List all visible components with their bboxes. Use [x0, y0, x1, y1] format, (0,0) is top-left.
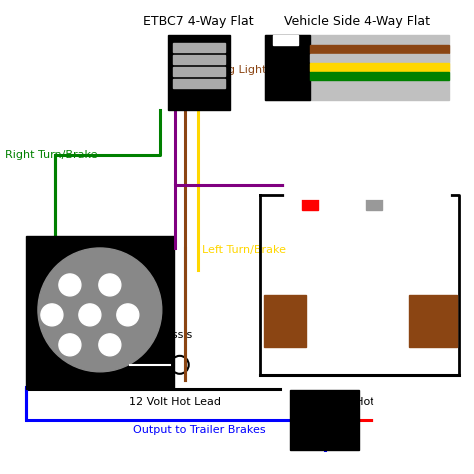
Circle shape [117, 304, 139, 326]
Bar [173, 79, 225, 88]
Bar [310, 46, 449, 53]
Circle shape [59, 274, 81, 296]
Circle shape [79, 304, 101, 326]
Bar [264, 295, 306, 347]
Text: 40
amp: 40 amp [269, 307, 300, 335]
Bar [410, 295, 457, 347]
Text: +: + [304, 197, 315, 210]
Circle shape [59, 334, 81, 356]
Bar [310, 72, 449, 80]
Bar [26, 236, 174, 389]
Text: 12 Volt Hot Lead: 12 Volt Hot Lead [313, 397, 405, 407]
Bar [290, 210, 394, 290]
Bar [273, 35, 298, 46]
Bar [374, 388, 465, 443]
Bar [290, 390, 359, 450]
Text: To Cold Side
of Brake Switch: To Cold Side of Brake Switch [376, 404, 463, 426]
Text: Vehicle Side 4-Way Flat: Vehicle Side 4-Way Flat [284, 15, 430, 28]
Text: Right Turn/Brake: Right Turn/Brake [5, 150, 98, 160]
Bar [173, 43, 225, 52]
Bar [366, 196, 383, 210]
Text: 20/30
amp: 20/30 amp [414, 307, 453, 335]
Circle shape [99, 274, 121, 296]
Circle shape [99, 334, 121, 356]
Text: Output to Trailer Brakes: Output to Trailer Brakes [133, 425, 266, 435]
Text: ETBC7 4-Way Flat: ETBC7 4-Way Flat [144, 15, 254, 28]
Bar [173, 55, 225, 64]
Text: To Reverse Light Circuit: To Reverse Light Circuit [301, 180, 432, 190]
Text: Brake
Control: Brake Control [302, 406, 347, 434]
Bar [264, 35, 310, 100]
Text: Vehicle
Battery: Vehicle Battery [316, 243, 368, 273]
Bar [168, 35, 230, 110]
Bar [284, 172, 449, 198]
Text: Left Turn/Brake: Left Turn/Brake [202, 245, 286, 255]
Text: Running Lights: Running Lights [189, 65, 272, 75]
Bar [264, 35, 449, 100]
Bar [173, 67, 225, 76]
Circle shape [41, 304, 63, 326]
Text: To Chassis
Ground: To Chassis Ground [135, 330, 192, 351]
Circle shape [38, 248, 162, 372]
Bar [310, 63, 449, 71]
Text: 12 Volt Hot Lead: 12 Volt Hot Lead [129, 397, 221, 407]
Bar [301, 196, 318, 210]
Bar [310, 54, 449, 62]
Text: -: - [372, 197, 377, 210]
